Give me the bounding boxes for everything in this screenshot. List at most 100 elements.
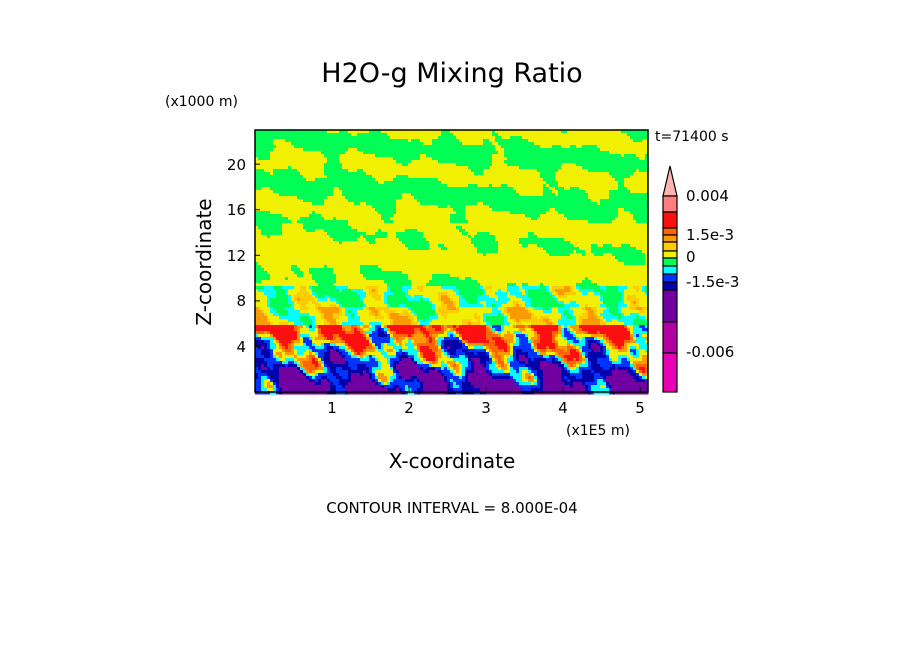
heatmap-cell (345, 130, 349, 134)
heatmap-cell (504, 235, 508, 239)
heatmap-cell (579, 181, 583, 185)
heatmap-cell (639, 139, 643, 143)
heatmap-cell (603, 133, 607, 137)
heatmap-cell (510, 130, 514, 134)
heatmap-cell (354, 154, 358, 158)
heatmap-cell (318, 157, 322, 161)
heatmap-cell (294, 211, 298, 215)
heatmap-cell (636, 130, 640, 134)
heatmap-cell (321, 178, 325, 182)
heatmap-cell (573, 187, 577, 191)
heatmap-cell (546, 196, 550, 200)
heatmap-cell (543, 229, 547, 233)
heatmap-cell (579, 184, 583, 188)
heatmap-cell (384, 142, 388, 146)
heatmap-cell (378, 169, 382, 173)
heatmap-cell (444, 130, 448, 134)
heatmap-cell (606, 211, 610, 215)
heatmap-cell (639, 238, 643, 242)
heatmap-cell (414, 217, 418, 221)
heatmap-cell (357, 139, 361, 143)
heatmap-cell (363, 133, 367, 137)
heatmap-cell (273, 190, 277, 194)
heatmap-cell (495, 151, 499, 155)
heatmap-cell (294, 217, 298, 221)
heatmap-cell (570, 166, 574, 170)
heatmap-cell (549, 148, 553, 152)
heatmap-cell (471, 196, 475, 200)
heatmap-cell (609, 145, 613, 149)
heatmap-cell (621, 157, 625, 161)
heatmap-cell (291, 184, 295, 188)
heatmap-cell (375, 220, 379, 224)
heatmap-cell (501, 217, 505, 221)
heatmap-cell (327, 238, 331, 242)
heatmap-cell (309, 145, 313, 149)
heatmap-cell (468, 130, 472, 134)
heatmap-cell (351, 145, 355, 149)
heatmap-cell (297, 220, 301, 224)
heatmap-cell (255, 202, 259, 206)
heatmap-cell (282, 235, 286, 239)
heatmap-cell (333, 238, 337, 242)
heatmap-cell (273, 226, 277, 230)
heatmap-cell (357, 151, 361, 155)
heatmap-cell (456, 238, 460, 242)
heatmap-cell (441, 181, 445, 185)
heatmap-cell (474, 196, 478, 200)
heatmap-cell (291, 226, 295, 230)
heatmap-cell (570, 208, 574, 212)
heatmap-cell (573, 154, 577, 158)
heatmap-cell (390, 163, 394, 167)
heatmap-cell (411, 133, 415, 137)
heatmap-cell (480, 181, 484, 185)
heatmap-cell (276, 220, 280, 224)
heatmap-cell (282, 238, 286, 242)
heatmap-cell (255, 229, 259, 233)
x-tick-label: 3 (481, 399, 491, 417)
heatmap-cell (342, 235, 346, 239)
heatmap-cell (510, 214, 514, 218)
heatmap-cell (459, 226, 463, 230)
heatmap-cell (618, 238, 622, 242)
heatmap-cell (549, 199, 553, 203)
heatmap-cell (636, 190, 640, 194)
heatmap-cell (300, 199, 304, 203)
heatmap-cell (270, 241, 274, 245)
heatmap-cell (582, 199, 586, 203)
heatmap-cell (591, 223, 595, 227)
heatmap-cell (336, 157, 340, 161)
heatmap-cell (645, 214, 649, 218)
heatmap-cell (519, 181, 523, 185)
heatmap-cell (630, 220, 634, 224)
heatmap-cell (468, 229, 472, 233)
heatmap-cell (612, 154, 616, 158)
heatmap-cell (294, 151, 298, 155)
heatmap-cell (315, 169, 319, 173)
heatmap-cell (600, 229, 604, 233)
heatmap-cell (429, 160, 433, 164)
heatmap-cell (360, 199, 364, 203)
heatmap-cell (384, 238, 388, 242)
heatmap-cell (423, 226, 427, 230)
heatmap-cell (276, 208, 280, 212)
heatmap-cell (582, 169, 586, 173)
heatmap-cell (360, 208, 364, 212)
heatmap-cell (492, 184, 496, 188)
heatmap-cell (447, 148, 451, 152)
heatmap-cell (321, 136, 325, 140)
heatmap-cell (264, 208, 268, 212)
heatmap-cell (561, 178, 565, 182)
heatmap-cell (363, 136, 367, 140)
heatmap-cell (477, 220, 481, 224)
heatmap-cell (420, 181, 424, 185)
heatmap-cell (351, 130, 355, 134)
heatmap-cell (435, 166, 439, 170)
heatmap-cell (585, 238, 589, 242)
heatmap-cell (309, 223, 313, 227)
heatmap-cell (336, 205, 340, 209)
heatmap-cell (387, 235, 391, 239)
heatmap-cell (552, 238, 556, 242)
heatmap-cell (636, 217, 640, 221)
heatmap-cell (396, 136, 400, 140)
